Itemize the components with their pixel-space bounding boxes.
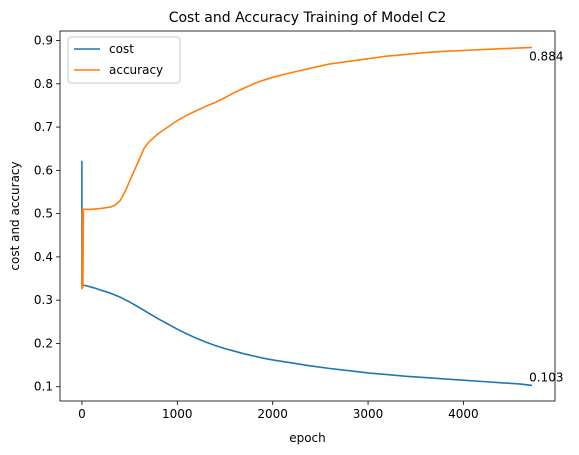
series-layer (81, 46, 533, 387)
y-tick-label: 0.8 (34, 77, 53, 91)
annotation-accuracy: 0.884 (529, 49, 563, 63)
series-line-accuracy (81, 46, 533, 290)
x-axis-label: epoch (289, 431, 326, 445)
legend-label-cost: cost (109, 42, 134, 56)
y-tick-label: 0.2 (34, 336, 53, 350)
x-tick-label: 2000 (257, 407, 288, 421)
annotation-cost: 0.103 (529, 370, 563, 384)
y-tick-label: 0.7 (34, 120, 53, 134)
annotation-layer: 0.884 0.103 (529, 49, 563, 384)
x-tick-label: 4000 (448, 407, 479, 421)
plot-frame (59, 30, 556, 402)
x-tick-label: 3000 (353, 407, 384, 421)
y-tick-label: 0.4 (34, 250, 53, 264)
x-tick-label: 1000 (162, 407, 193, 421)
y-axis: 0.1 0.2 0.3 0.4 0.5 0.6 0.7 0.8 0.9 (34, 34, 60, 394)
chart-title: Cost and Accuracy Training of Model C2 (169, 10, 447, 26)
legend-label-accuracy: accuracy (109, 63, 163, 77)
y-tick-label: 0.6 (34, 163, 53, 177)
y-tick-label: 0.5 (34, 207, 53, 221)
y-axis-label: cost and accuracy (8, 161, 22, 270)
x-axis: 0 1000 2000 3000 4000 (78, 401, 479, 421)
y-tick-label: 0.9 (34, 34, 53, 48)
y-tick-label: 0.1 (34, 380, 53, 394)
x-tick-label: 0 (78, 407, 86, 421)
y-tick-label: 0.3 (34, 293, 53, 307)
legend: cost accuracy (67, 36, 181, 84)
series-line-cost (81, 160, 533, 387)
